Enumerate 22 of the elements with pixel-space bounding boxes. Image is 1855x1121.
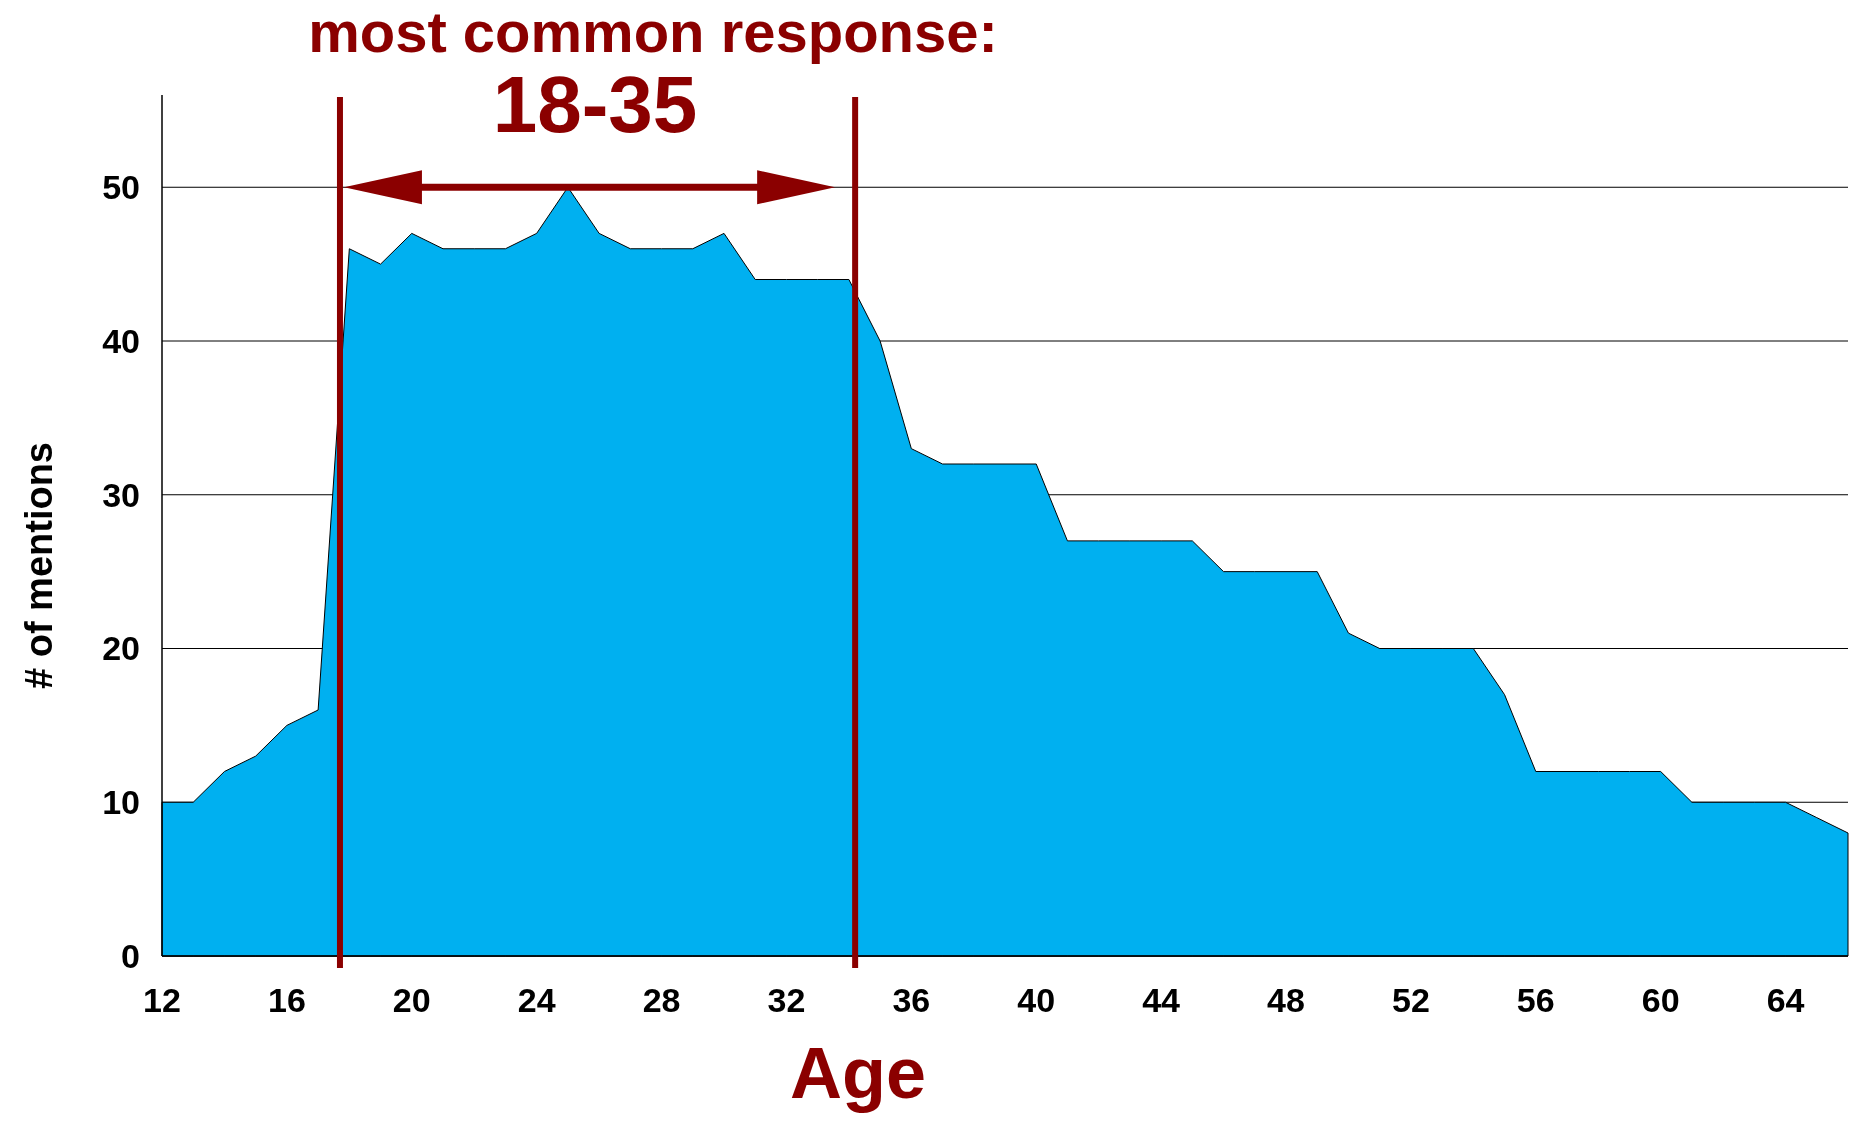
x-tick-label: 36 xyxy=(892,981,931,1019)
x-tick-label: 16 xyxy=(267,981,306,1019)
y-tick-label: 30 xyxy=(102,475,140,514)
x-tick-label: 64 xyxy=(1766,981,1805,1019)
x-tick-label: 48 xyxy=(1267,981,1305,1019)
y-tick-label: 40 xyxy=(102,321,140,360)
x-tick-label: 32 xyxy=(767,981,806,1019)
x-tick-label: 12 xyxy=(143,981,181,1019)
x-tick-label: 20 xyxy=(392,981,431,1019)
x-tick-label: 24 xyxy=(517,981,556,1019)
y-tick-label: 0 xyxy=(121,936,140,975)
y-tick-label: 10 xyxy=(102,783,140,822)
x-tick-label: 56 xyxy=(1516,981,1555,1019)
x-axis-title: Age xyxy=(789,1033,927,1113)
y-tick-label: 20 xyxy=(102,629,140,668)
y-tick-label: 50 xyxy=(102,168,140,207)
x-tick-label: 60 xyxy=(1641,981,1680,1019)
x-tick-label: 28 xyxy=(642,981,681,1019)
x-tick-label: 44 xyxy=(1142,981,1181,1019)
x-tick-label: 52 xyxy=(1391,981,1430,1019)
y-axis-title: # of mentions xyxy=(18,441,60,690)
x-tick-label: 40 xyxy=(1017,981,1056,1019)
